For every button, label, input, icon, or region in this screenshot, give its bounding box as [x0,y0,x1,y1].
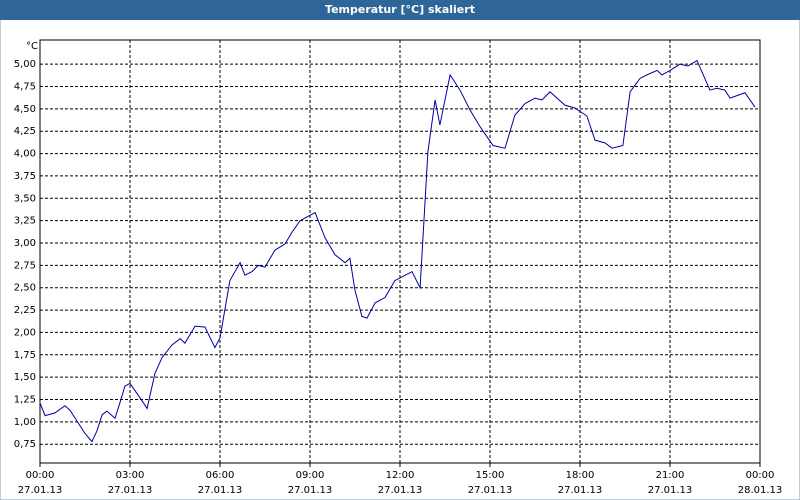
x-tick-label: 09:00 [296,470,325,481]
y-tick-label: 4,00 [14,149,36,160]
x-tick-date: 28.01.13 [738,485,783,496]
y-tick-label: 1,25 [14,395,36,406]
x-tick-label: 00:00 [26,470,55,481]
x-tick-date: 27.01.13 [288,485,333,496]
title-bar [0,0,800,20]
x-tick-date: 27.01.13 [108,485,153,496]
y-tick-label: 1,50 [14,372,36,383]
y-tick-label: 4,75 [14,82,36,93]
x-tick-label: 18:00 [566,470,595,481]
y-tick-label: 1,75 [14,350,36,361]
x-tick-label: 06:00 [206,470,235,481]
y-tick-label: 3,25 [14,216,36,227]
y-tick-label: 2,00 [14,327,36,338]
x-tick-label: 00:00 [746,470,775,481]
chart-title: Temperatur [°C] skaliert [325,3,475,16]
y-tick-label: 1,00 [14,417,36,428]
y-tick-label: 4,25 [14,126,36,137]
y-tick-label: 2,50 [14,283,36,294]
y-tick-label: 3,00 [14,238,36,249]
x-tick-date: 27.01.13 [198,485,243,496]
y-tick-label: 2,25 [14,305,36,316]
y-tick-label: 4,50 [14,104,36,115]
y-axis-unit: °C [26,41,38,52]
y-tick-label: 5,00 [14,59,36,70]
x-tick-label: 15:00 [476,470,505,481]
x-tick-label: 21:00 [656,470,685,481]
x-tick-label: 03:00 [116,470,145,481]
x-tick-date: 27.01.13 [468,485,513,496]
y-tick-label: 3,75 [14,171,36,182]
x-tick-label: 12:00 [386,470,415,481]
x-tick-date: 27.01.13 [378,485,423,496]
data-line [39,59,756,443]
x-tick-date: 27.01.13 [648,485,693,496]
x-tick-date: 27.01.13 [18,485,63,496]
y-tick-label: 0,75 [14,439,36,450]
y-tick-label: 2,75 [14,260,36,271]
y-tick-label: 3,50 [14,193,36,204]
x-tick-date: 27.01.13 [558,485,603,496]
